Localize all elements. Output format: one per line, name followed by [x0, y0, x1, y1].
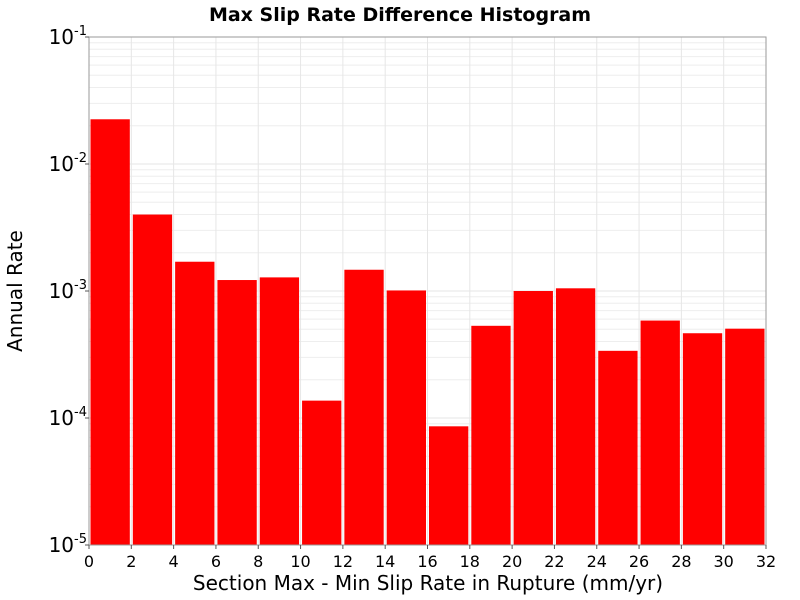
histogram-bar-6: [344, 269, 384, 545]
y-tick-label: 10-3: [49, 278, 87, 303]
histogram-bar-7: [386, 290, 426, 545]
histogram-bar-3: [217, 280, 257, 545]
y-tick-label: 10-2: [49, 151, 87, 176]
y-tick-label: 10-5: [49, 532, 87, 557]
histogram-bar-11: [555, 288, 596, 545]
x-tick-label: 6: [211, 552, 221, 571]
histogram-bar-2: [175, 261, 215, 545]
x-tick-label: 28: [671, 552, 691, 571]
x-tick-label: 20: [502, 552, 522, 571]
y-tick-label: 10-4: [49, 405, 87, 430]
histogram-bar-15: [725, 328, 765, 545]
x-tick-label: 12: [333, 552, 353, 571]
x-tick-label: 30: [714, 552, 734, 571]
x-tick-label: 24: [587, 552, 607, 571]
histogram-bar-8: [429, 426, 469, 545]
histogram-bar-9: [471, 325, 511, 545]
x-axis-ticks: 0 2 4 6 8 10 12 14 16 18 20 22 24 26 28 30 32: [84, 545, 776, 571]
y-axis-label: Annual Rate: [3, 230, 27, 352]
x-tick-label: 0: [84, 552, 94, 571]
x-tick-label: 18: [460, 552, 480, 571]
x-tick-label: 8: [253, 552, 263, 571]
histogram-bar-0: [90, 119, 130, 545]
x-tick-label: 14: [375, 552, 395, 571]
x-tick-label: 22: [544, 552, 564, 571]
x-tick-label: 32: [756, 552, 776, 571]
histogram-bar-1: [132, 214, 173, 545]
bars: [90, 119, 765, 545]
histogram-bar-14: [682, 333, 723, 545]
histogram-bar-10: [513, 291, 553, 545]
y-tick-label: 10-1: [49, 24, 87, 49]
x-tick-label: 4: [169, 552, 179, 571]
x-tick-label: 10: [290, 552, 310, 571]
histogram-bar-13: [640, 320, 680, 545]
histogram-bar-4: [259, 277, 300, 545]
chart-title: Max Slip Rate Difference Histogram: [209, 4, 591, 26]
x-tick-label: 26: [629, 552, 649, 571]
y-axis-ticks: 10-1 10-2 10-3 10-4 10-5: [49, 24, 89, 557]
x-axis-label: Section Max - Min Slip Rate in Rupture (…: [193, 571, 663, 595]
histogram-bar-12: [598, 350, 638, 545]
x-tick-label: 2: [126, 552, 136, 571]
x-tick-label: 16: [417, 552, 437, 571]
histogram-bar-5: [302, 400, 342, 545]
